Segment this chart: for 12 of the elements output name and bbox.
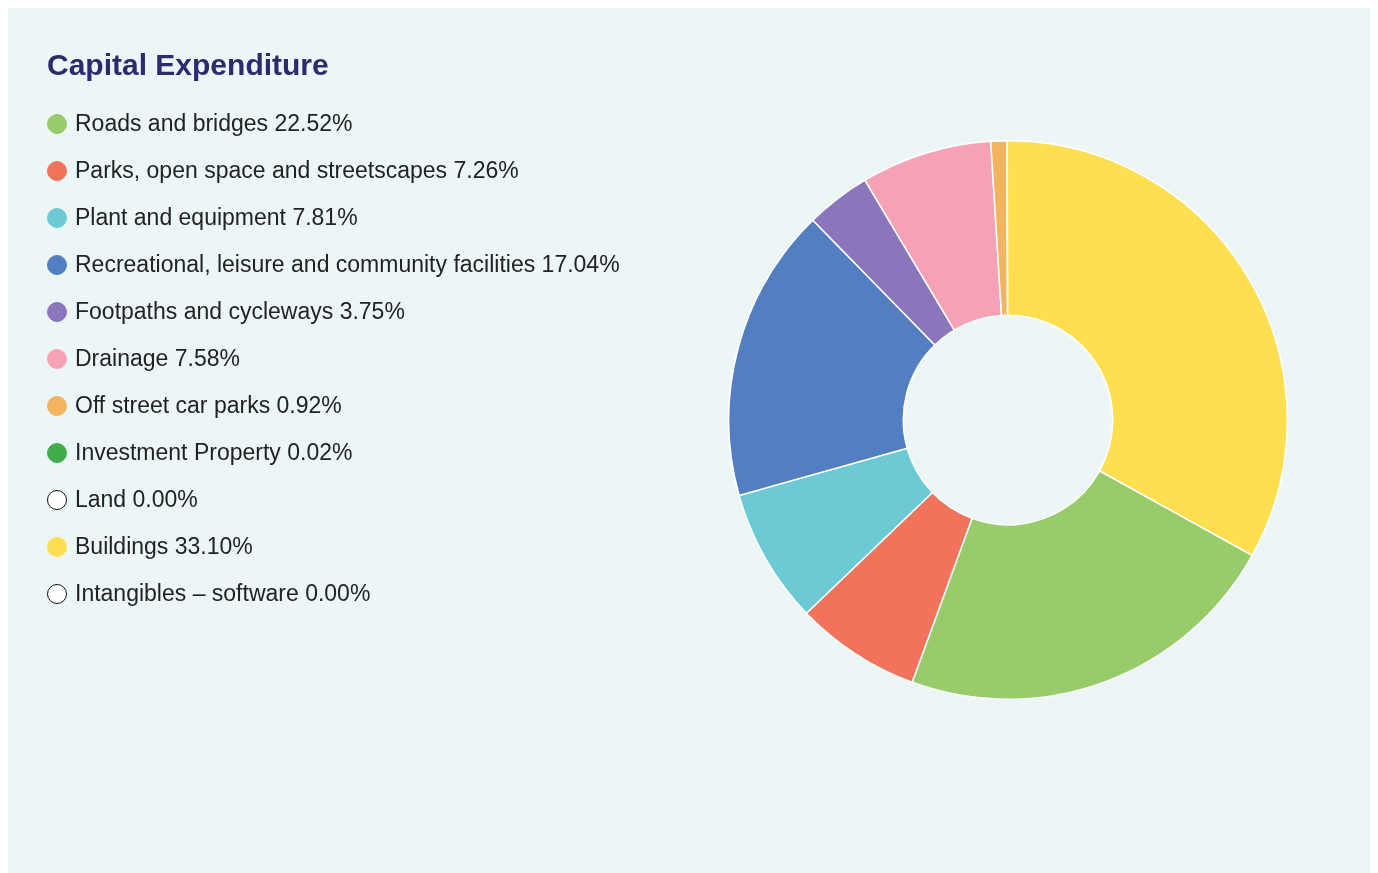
legend-label: Land 0.00%	[75, 486, 198, 513]
chart-title: Capital Expenditure	[47, 48, 329, 82]
legend-label: Parks, open space and streetscapes 7.26%	[75, 157, 519, 184]
legend-label: Footpaths and cycleways 3.75%	[75, 298, 405, 325]
legend-label: Roads and bridges 22.52%	[75, 110, 353, 137]
legend-label: Off street car parks 0.92%	[75, 392, 342, 419]
legend-label: Investment Property 0.02%	[75, 439, 353, 466]
legend-label: Buildings 33.10%	[75, 533, 253, 560]
legend-label: Plant and equipment 7.81%	[75, 204, 358, 231]
legend-label: Intangibles – software 0.00%	[75, 580, 371, 607]
legend-label: Recreational, leisure and community facilities 17.04%	[75, 251, 620, 278]
legend-label: Drainage 7.58%	[75, 345, 240, 372]
